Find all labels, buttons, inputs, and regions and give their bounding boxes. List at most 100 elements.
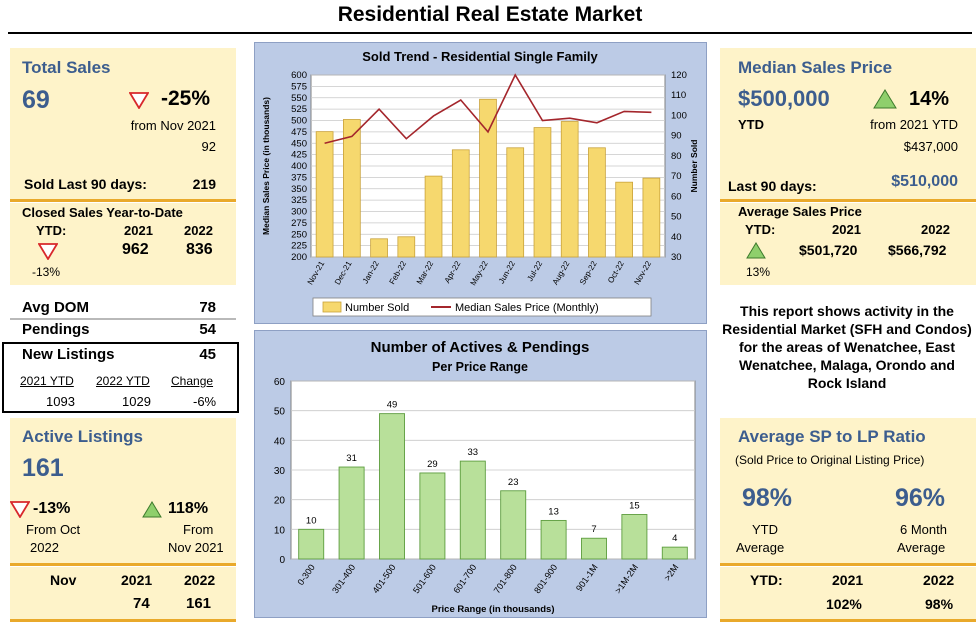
divider: [10, 318, 236, 320]
y2-tick-label: 80: [671, 151, 682, 162]
active-listings-value: 161: [22, 454, 64, 482]
new-listings-col-2021: 2021 YTD: [20, 374, 74, 388]
median-title: Median Sales Price: [738, 58, 893, 77]
ratio-footer-panel: [720, 567, 976, 619]
closed-change: -13%: [32, 265, 61, 279]
y-tick-label: 10: [274, 525, 286, 536]
page-title: Residential Real Estate Market: [337, 3, 643, 26]
x-tick-label: Jan-22: [361, 259, 381, 285]
active-from-oct-b: 2022: [30, 540, 59, 555]
new-listings-col-change: Change: [171, 374, 214, 388]
bar-listings: [298, 528, 325, 560]
footer-value-2021: 74: [133, 595, 150, 612]
x-tick-label: Dec-21: [333, 259, 354, 286]
data-label: 33: [468, 447, 479, 458]
avg-dom-label: Avg DOM: [22, 299, 89, 316]
divider: [720, 619, 976, 622]
x-tick-label: Aug-22: [551, 259, 572, 286]
x-tick-label: May-22: [469, 259, 490, 287]
bar-listings: [379, 413, 405, 560]
average-value-2022: $566,792: [888, 242, 947, 258]
report-description: This report shows activity in the Reside…: [722, 303, 972, 391]
ratio-title: Average SP to LP Ratio: [738, 427, 926, 446]
ratio-footer-year-2022: 2022: [923, 572, 955, 588]
x-tick-label: Mar-22: [415, 259, 436, 286]
actives-pendings-svg: Number of Actives & Pendings Per Price Ra…: [274, 339, 696, 615]
active-from-nov-a: From: [183, 522, 214, 537]
bar-number-sold: [315, 131, 334, 258]
median-last90-label: Last 90 days:: [728, 178, 817, 194]
chart-subtitle: Per Price Range: [432, 360, 528, 374]
total-sales-panel: [10, 48, 236, 200]
y-tick-label: 375: [291, 172, 307, 183]
bar-listings: [540, 519, 567, 560]
data-label: 15: [629, 501, 640, 512]
y2-tick-label: 120: [671, 70, 687, 81]
legend-label-line: Median Sales Price (Monthly): [455, 302, 599, 314]
data-label: 49: [387, 400, 398, 411]
data-label: 4: [672, 533, 677, 544]
new-listings-col-2022: 2022 YTD: [96, 374, 150, 388]
active-from-oct-a: From Oct: [26, 522, 81, 537]
y-tick-label: 60: [274, 377, 286, 388]
ratio-subtitle: (Sold Price to Original Listing Price): [735, 453, 925, 467]
new-listings-change: -6%: [193, 394, 217, 409]
y2-tick-label: 90: [671, 131, 682, 142]
down-triangle-icon: [128, 92, 150, 114]
y2-tick-label: 60: [671, 191, 682, 202]
y-axis-label: Median Sales Price (in thousands): [261, 97, 271, 235]
y-tick-label: 225: [291, 241, 307, 252]
y-tick-label: 500: [291, 116, 307, 127]
sold-last-90-value: 219: [192, 176, 216, 192]
median-from-value: $437,000: [903, 139, 958, 154]
x-tick-label: 601-700: [451, 562, 478, 595]
data-label: 7: [591, 524, 596, 535]
closed-year-2022: 2022: [184, 223, 213, 238]
ratio-6month-label-a: 6 Month: [900, 522, 947, 537]
x-tick-label: 901-1M: [574, 562, 600, 593]
ratio-ytd-value: 98%: [742, 484, 793, 512]
y2-tick-label: 110: [671, 90, 686, 101]
average-panel: [720, 203, 976, 285]
active-footer-panel: [10, 567, 236, 619]
median-value: $500,000: [738, 86, 830, 111]
bar-number-sold: [506, 147, 525, 258]
total-sales-change: -25%: [161, 87, 211, 110]
y-tick-label: 575: [291, 81, 307, 92]
median-from-label: from 2021 YTD: [870, 117, 958, 132]
y-tick-label: 350: [291, 184, 307, 195]
bar-listings: [338, 466, 365, 560]
divider: [720, 563, 976, 566]
y-tick-label: 40: [274, 436, 286, 447]
y2-axis-label: Number Sold: [689, 140, 699, 193]
y-tick-label: 450: [291, 138, 307, 149]
x-tick-label: 701-800: [492, 562, 519, 595]
x-tick-label: >2M: [662, 562, 680, 582]
active-from-nov-b: Nov 2021: [168, 540, 224, 555]
y-tick-label: 325: [291, 195, 307, 206]
bar-listings: [661, 546, 688, 560]
sold-trend-chart: Sold Trend - Residential Single Family 20…: [254, 42, 707, 324]
average-change: 13%: [746, 265, 771, 279]
x-tick-label: 0-300: [295, 562, 316, 587]
down-triangle-icon: [37, 243, 59, 265]
closed-value-2022: 836: [186, 241, 213, 258]
footer-year-2021: 2021: [121, 572, 153, 588]
y2-tick-label: 70: [671, 171, 682, 182]
active-change-oct: -13%: [33, 500, 71, 517]
pendings-value: 54: [199, 321, 216, 338]
data-label: 23: [508, 477, 519, 488]
footer-month: Nov: [50, 572, 77, 588]
bar-number-sold: [424, 175, 443, 258]
bar-number-sold: [479, 98, 497, 258]
bar-number-sold: [533, 127, 552, 258]
ratio-panel: [720, 418, 976, 564]
bar-listings: [459, 460, 486, 560]
y-tick-label: 20: [274, 496, 286, 507]
average-ytd-label: YTD:: [745, 222, 776, 237]
divider: [10, 563, 236, 566]
bar-listings: [419, 472, 446, 560]
new-listings-label: New Listings: [22, 346, 115, 363]
x-tick-label: Jul-22: [526, 259, 545, 283]
sold-last-90-label: Sold Last 90 days:: [24, 176, 147, 192]
